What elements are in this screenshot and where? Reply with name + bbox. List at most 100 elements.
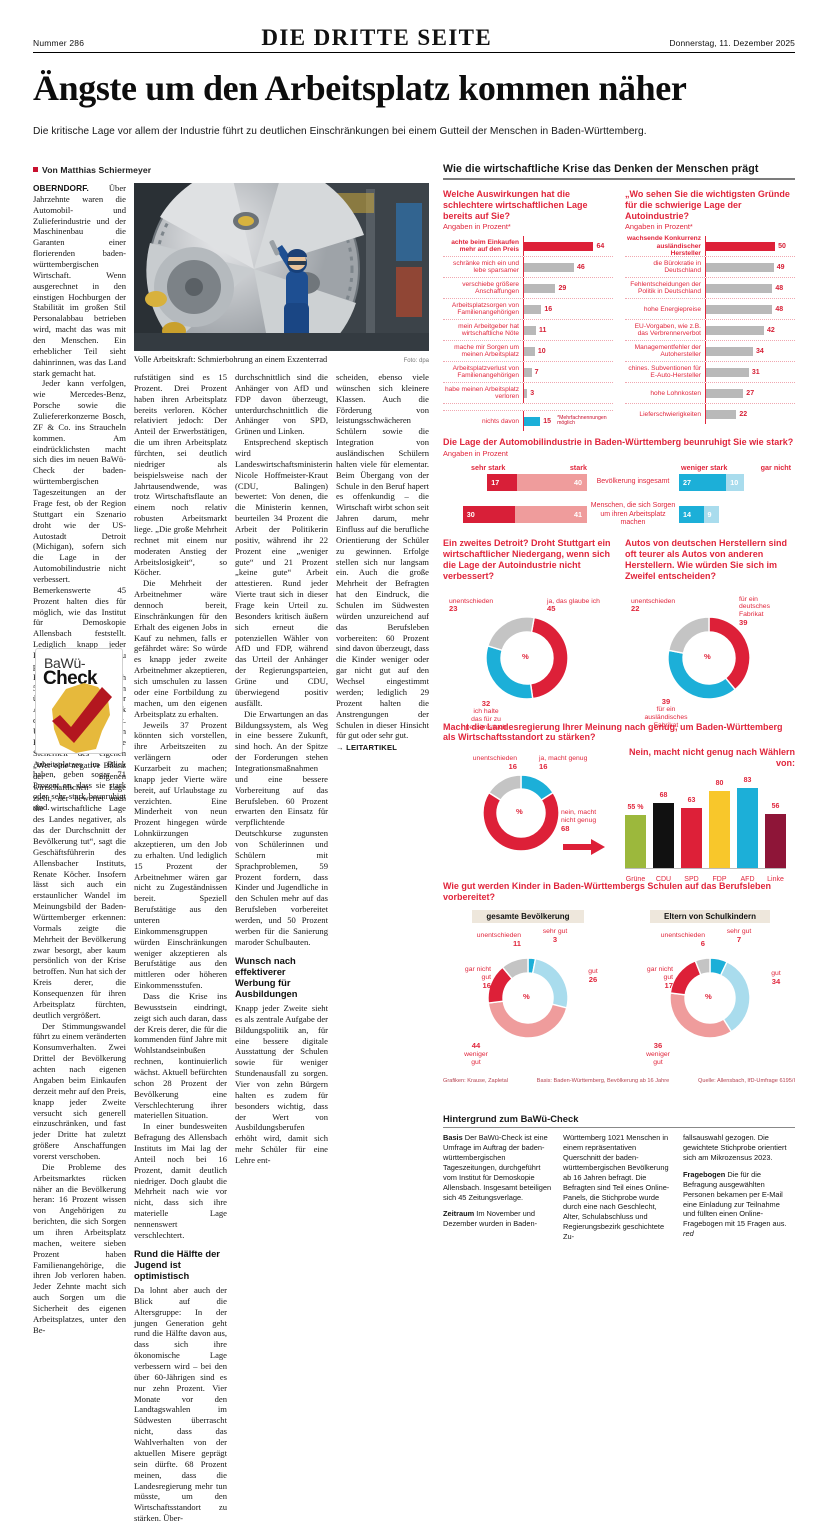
photo-illustration — [134, 183, 429, 351]
infographics-title: Wie die wirtschaftliche Krise das Denken… — [443, 163, 795, 180]
stacked-bar-row: 30 41 Menschen, die sich Sorgen um ihren A… — [443, 502, 795, 527]
bar-value: 46 — [576, 263, 585, 271]
stack-segment-gar-nicht: 9 — [703, 506, 720, 524]
bar-value: 29 — [558, 284, 567, 292]
graphics-credits: Grafiken: Krause, Zapletal Basis: Baden-… — [443, 1078, 795, 1084]
bar-row: die Bürokratie in Deutschland 49 — [625, 257, 795, 279]
paragraph: Jeweils 37 Prozent könnten sich vorstell… — [134, 719, 227, 991]
bar-row: nichts davon 15 *Mehrfachnennungen möglich — [443, 410, 613, 432]
chart-subtitle: Angaben in Prozent* — [443, 222, 511, 232]
text-fragebogen: Die für die Befragung ausgewählten Perso… — [683, 1169, 787, 1229]
party-bars-title: Nein, macht nicht genug nach Wählern von… — [628, 747, 795, 768]
stack-segment-weniger-stark: 27 — [679, 474, 727, 492]
donut-slice — [667, 615, 710, 654]
article-column-4: scheiden, ebenso viele wünschen sich kle… — [336, 372, 429, 753]
segment-value: 10 — [730, 477, 739, 487]
segment-value: 41 — [574, 509, 582, 519]
bar-row: Lieferschwierigkeiten 22 — [625, 404, 795, 425]
article-column-3: durchschnittlich sind die Anhänger von A… — [235, 372, 332, 1166]
donut-slice — [667, 649, 737, 700]
donut-slice — [501, 957, 529, 981]
bawue-check-logo: BaWü- Check — [35, 648, 123, 754]
bar-row: Fehlentscheidungen der Politik in Deutsc… — [625, 278, 795, 300]
bar-value: 49 — [776, 263, 785, 271]
bar — [524, 417, 541, 426]
party-bar-label: Linke — [767, 875, 784, 883]
bar — [524, 242, 594, 251]
bar — [706, 410, 737, 419]
paragraph: „Wer eine negative Bilanz der eigenen wi… — [33, 760, 126, 1020]
paragraph: Der Stimmungswandel führt zu einem verän… — [33, 1020, 126, 1161]
bar-label: nichts davon — [481, 417, 519, 425]
hintergrund-col-2: Württemberg 1021 Menschen in einem reprä… — [563, 1133, 673, 1249]
bar-row: wachsende Konkurrenz ausländischer Herst… — [625, 235, 795, 258]
hintergrund-box: Hintergrund zum BaWü-Check Basis Der BaW… — [443, 1113, 795, 1249]
bar-value: 3 — [530, 389, 535, 397]
stack-segment-gar-nicht: 10 — [726, 474, 744, 492]
bar — [524, 389, 528, 398]
donut-chart — [485, 615, 569, 700]
hintergrund-heading: Hintergrund zum BaWü-Check — [443, 1113, 795, 1128]
stack-segment-weniger-stark: 14 — [679, 506, 704, 524]
bar-label: verschiebe größere Anschaffungen — [462, 280, 519, 296]
bar-row: habe meinen Arbeitsplatz verloren 3 — [443, 383, 613, 405]
chart-subtitle: Angaben in Prozent* — [625, 222, 693, 232]
chart-title: Wie gut werden Kinder in Baden-Württembe… — [443, 880, 771, 902]
stack-segment-stark: 40 — [517, 474, 587, 492]
bar-track: 15 *Mehrfachnennungen möglich — [523, 411, 613, 432]
subhead-werbung: Wunsch nach effektiverer Werbung für Aus… — [235, 954, 298, 999]
bar-row: achte beim Einkaufen mehr auf den Preis 6… — [443, 236, 613, 258]
donut-center-label: % — [522, 651, 529, 661]
bar — [524, 305, 542, 314]
masthead: Nummer 286 DIE DRITTE SEITE Donnerstag, … — [33, 26, 795, 53]
chart-title: Welche Auswirkungen hat die schlechtere … — [443, 189, 588, 221]
pill-eltern-schulkinder: Eltern von Schulkindern — [649, 910, 770, 924]
bar — [524, 263, 574, 272]
chart-schulen: Wie gut werden Kinder in Baden-Württembe… — [443, 881, 795, 1075]
byline-text: Von Matthias Schiermeyer — [42, 165, 152, 175]
donut-label-0: für ein deutsches Fabrikat 39 — [739, 595, 770, 627]
segment-value: 27 — [683, 477, 691, 487]
bar — [706, 263, 774, 272]
donut-label-3: gar nicht gut 16 — [464, 966, 491, 990]
article-column-2: rufstätigen sind es 15 Prozent. Drei Pro… — [134, 372, 227, 1524]
bar-label: mein Arbeitgeber hat wirtschaftliche Nöt… — [458, 322, 519, 338]
donut-center-label: % — [704, 651, 711, 661]
bar-row: Arbeitsplatzsorgen von Familienangehörig… — [443, 299, 613, 321]
bar-label: Managementfehler der Autohersteller — [634, 343, 701, 359]
legend-gar-nicht: gar nicht — [760, 463, 791, 473]
party-bar-label: SPD — [684, 875, 699, 883]
donut-label-2: 36 weniger gut — [646, 1041, 670, 1066]
segment-value: 9 — [707, 509, 712, 519]
donut-label-3: gar nicht gut 17 — [646, 966, 673, 990]
bar — [524, 347, 535, 356]
party-bar-value: 83 — [743, 777, 752, 785]
baden-wuerttemberg-map-icon — [52, 683, 112, 753]
chart-detroit: Ein zweites Detroit? Droht Stuttgart ein… — [443, 538, 613, 733]
donut-center-label: % — [523, 992, 530, 1002]
subheadline: Die kritische Lage vor allem der Industr… — [33, 126, 647, 137]
bar-value: 27 — [746, 389, 755, 397]
legend-stark: stark — [569, 463, 587, 473]
chart-landesregierung: Macht die Landesregierung Ihrer Meinung … — [443, 722, 795, 887]
row-label: Bevölkerung insgesamt — [596, 478, 670, 486]
bar-label: mache mir Sorgen um meinen Arbeitsplatz — [454, 343, 519, 359]
donut-label-2: 39 für ein ausländisches Fabrikat — [644, 696, 688, 729]
donut-center-label: % — [705, 992, 712, 1002]
donut-label-1: gut 26 — [588, 968, 598, 985]
bar-row: Managementfehler der Autohersteller 34 — [625, 341, 795, 363]
leitartikel-link[interactable]: → LEITARTIKEL — [336, 743, 398, 753]
bar-value: 48 — [775, 305, 784, 313]
donut-chart — [482, 774, 560, 852]
bar-value: 42 — [767, 326, 775, 334]
party-bar-Linke: 56 Linke — [765, 803, 786, 883]
byline: Von Matthias Schiermeyer — [33, 165, 213, 175]
paragraph: rufstätigen sind es 15 Prozent. Drei Pro… — [134, 372, 227, 578]
bar-row: hohe Energiepreise 48 — [625, 299, 795, 321]
bar-label: Fehlentscheidungen der Politik in Deutsc… — [630, 280, 701, 296]
paragraph: Über Jahrzehnte waren die Automobil- und… — [33, 183, 126, 378]
label-basis: Basis — [443, 1133, 463, 1142]
donut-label-1: unentschieden 16 — [472, 755, 517, 771]
bar-track: 46 — [523, 257, 613, 278]
paragraph: Die Erwartungen an das Bildungssystem, a… — [235, 708, 328, 947]
